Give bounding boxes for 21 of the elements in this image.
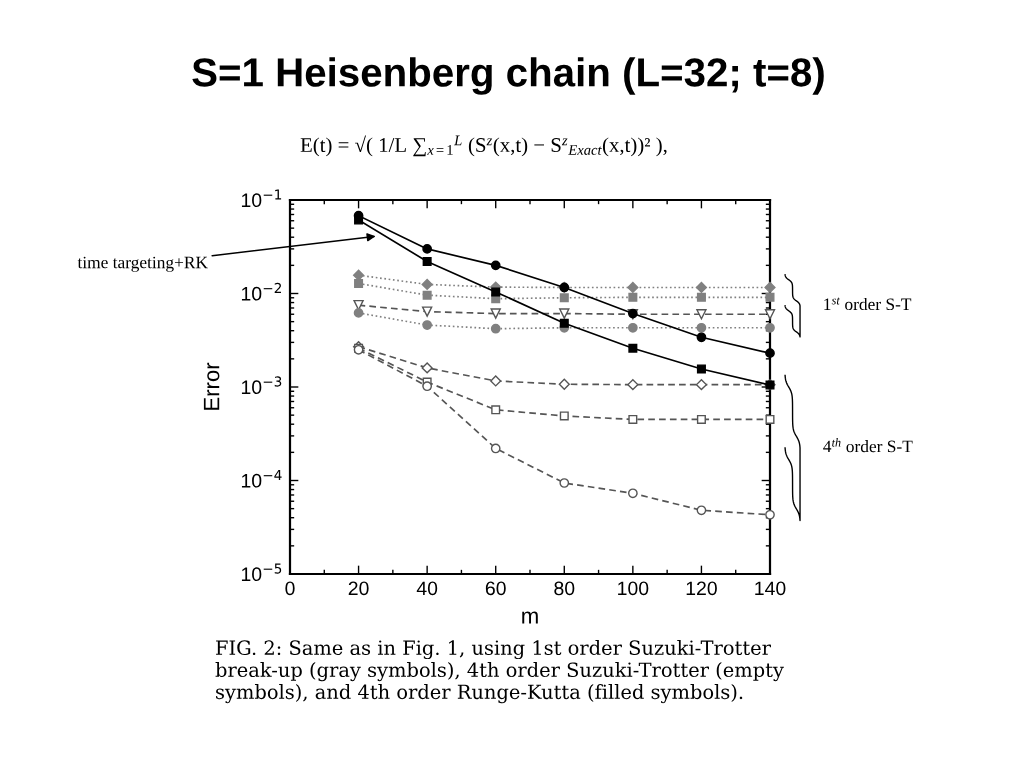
y-tick-label: 10$^{−1}$ — [241, 189, 282, 208]
text: 4$^{th}$ order S-T — [823, 438, 913, 453]
chart-title: S=1 Heisenberg chain (L=32; t=8) — [192, 57, 824, 95]
text: E(t) = √( 1/L ∑$_{x=1}$$^{L}$ (S$^{z}$(x,t) − S$^{z}$$_{Exact}$(x,t))² ), — [300, 135, 667, 157]
x-tick-label: 0 — [285, 581, 295, 596]
x-axis-title: m — [522, 611, 538, 624]
annotation: time targeting+RK — [77, 256, 208, 272]
y-tick-label: 10$^{−3}$ — [241, 376, 282, 395]
y-axis-title: Error — [203, 362, 220, 410]
y-tick-label: 10$^{−2}$ — [241, 282, 281, 301]
y-tick-label: 10$^{−4}$ — [241, 470, 282, 488]
x-tick-label: 40 — [416, 581, 438, 596]
x-tick-label: 120 — [686, 581, 717, 596]
x-tick-label: 140 — [755, 581, 786, 596]
caption: FIG. 2: Same as in Fig. 1, using 1st order Suzuki-Trotter break-up (gray symbols), 4th order Suzuki-Trotter (empty symbols), and 4th order Runge-Kutta (filled symbols). — [215, 640, 784, 704]
x-tick-label: 20 — [348, 581, 369, 596]
x-tick-label: 60 — [485, 581, 506, 596]
y-tick-label: 10$^{−5}$ — [241, 563, 282, 582]
x-tick-label: 100 — [618, 581, 649, 596]
x-tick-label: 80 — [554, 581, 575, 596]
text: 1$^{st}$ order S-T — [824, 297, 912, 311]
